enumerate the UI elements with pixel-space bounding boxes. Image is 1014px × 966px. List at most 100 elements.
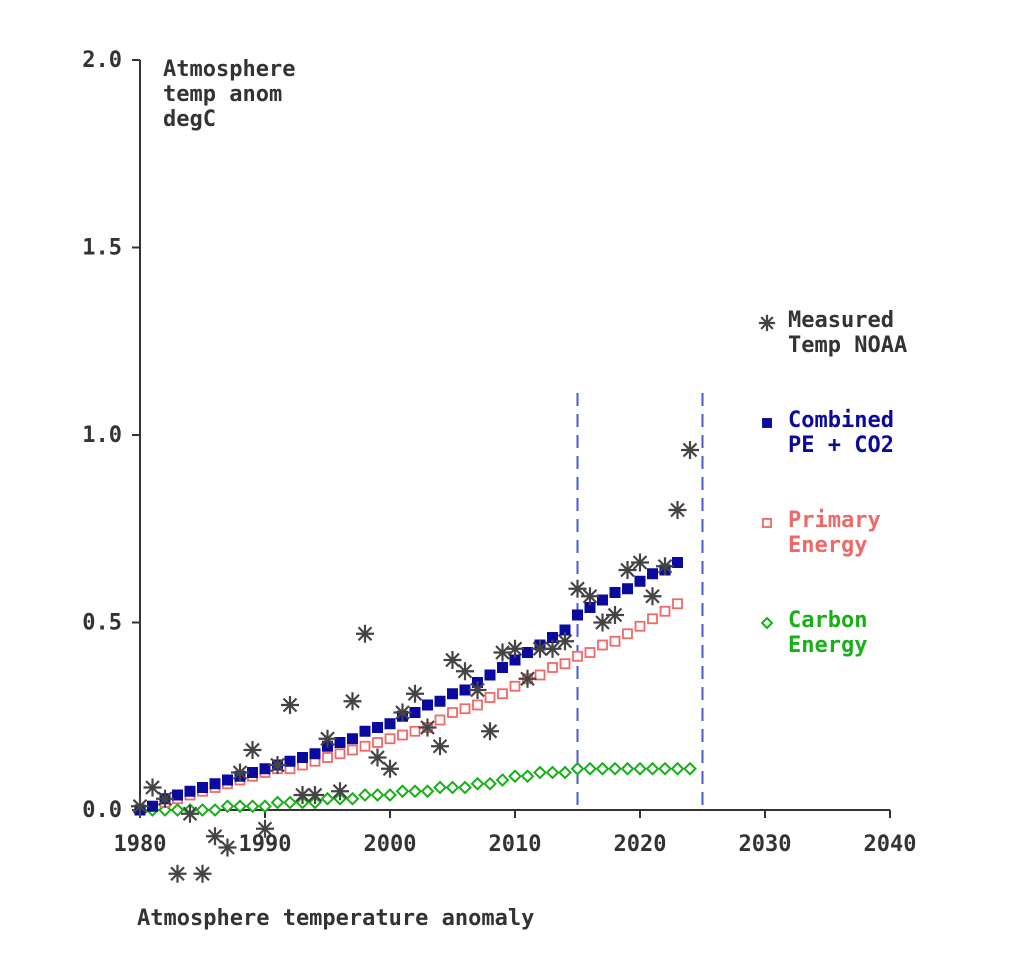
data-point [147, 800, 158, 812]
data-point [270, 795, 285, 810]
data-point [245, 799, 260, 814]
data-point [331, 782, 349, 801]
data-point [608, 761, 622, 776]
y-axis-label-line-1: Atmosphere [163, 57, 295, 82]
data-point [518, 669, 537, 688]
data-point [556, 632, 574, 651]
data-point [633, 761, 647, 776]
data-marks [131, 441, 699, 883]
data-point [395, 784, 410, 799]
data-point [433, 780, 447, 795]
data-point [620, 761, 635, 776]
data-point [193, 864, 212, 883]
data-point [670, 761, 685, 776]
data-point [456, 662, 474, 681]
data-point [484, 692, 496, 703]
data-point [359, 740, 371, 752]
data-point [418, 718, 437, 737]
data-point [420, 784, 435, 799]
y-axis-label-line-3: degC [163, 107, 216, 132]
data-point [447, 707, 458, 718]
data-point [593, 613, 612, 632]
series-measured-temp-noaa [131, 441, 699, 883]
data-point [258, 799, 272, 814]
x-tick-label: 2000 [364, 832, 417, 857]
ticks: 1980 1990 2000 2010 2020 2030 20400.00.51.01.5… [82, 48, 916, 857]
data-point [631, 553, 649, 572]
data-point [322, 752, 333, 763]
data-point [572, 609, 583, 621]
y-tick-label: 1.5 [82, 236, 122, 261]
data-point [408, 784, 422, 799]
data-point [233, 799, 247, 814]
data-point [672, 598, 683, 610]
data-point [647, 613, 658, 625]
data-point [208, 803, 222, 817]
data-point [681, 441, 699, 459]
data-point [306, 786, 324, 804]
data-point [606, 606, 624, 624]
data-point [443, 651, 462, 669]
data-point [347, 733, 358, 745]
data-point [668, 501, 687, 519]
data-point [409, 707, 421, 718]
data-point [209, 778, 221, 790]
legend-label: Temp NOAA [788, 333, 907, 358]
data-point [447, 688, 458, 700]
data-point [343, 692, 362, 711]
data-point [584, 647, 596, 658]
data-point [634, 575, 646, 587]
data-point [672, 557, 683, 568]
y-tick-label: 2.0 [82, 48, 122, 73]
data-point [533, 765, 547, 780]
legend-marker [760, 616, 774, 630]
data-point [422, 699, 433, 711]
data-point [459, 703, 471, 715]
data-point [634, 620, 646, 632]
data-point [358, 788, 372, 802]
legend-label: Energy [788, 533, 867, 558]
data-point [218, 838, 237, 857]
data-point [297, 752, 308, 763]
data-point [334, 748, 346, 760]
data-point [345, 791, 360, 806]
data-point [683, 761, 697, 776]
data-point [372, 722, 383, 733]
data-point [558, 765, 572, 780]
data-point [559, 658, 571, 670]
data-point [231, 763, 249, 782]
legend-marker [758, 314, 776, 332]
data-point [472, 699, 483, 711]
data-point [243, 741, 262, 759]
data-point [284, 755, 296, 767]
data-point [495, 773, 510, 787]
data-point [508, 769, 522, 784]
series-carbon-energy [133, 761, 697, 817]
data-point [431, 737, 449, 756]
data-point [268, 756, 287, 774]
data-point [445, 780, 460, 795]
data-point [493, 643, 512, 662]
data-point [184, 785, 196, 797]
data-point [359, 725, 371, 737]
data-point [334, 737, 346, 748]
data-point [409, 725, 421, 737]
data-point [393, 703, 412, 722]
data-point [531, 639, 549, 658]
series-combined-pe-co2 [134, 557, 683, 816]
data-point [434, 695, 446, 707]
data-point [347, 744, 358, 756]
data-point [470, 776, 485, 791]
x-tick-label: 2020 [614, 832, 667, 857]
x-tick-label: 2030 [739, 832, 792, 857]
data-point [309, 748, 321, 760]
data-point [583, 761, 597, 776]
data-point [643, 587, 662, 606]
data-point [259, 763, 271, 775]
data-point [434, 714, 446, 726]
chart-title: Atmosphere temperature anomaly [137, 906, 534, 931]
data-point [622, 628, 633, 640]
data-point [372, 737, 383, 748]
